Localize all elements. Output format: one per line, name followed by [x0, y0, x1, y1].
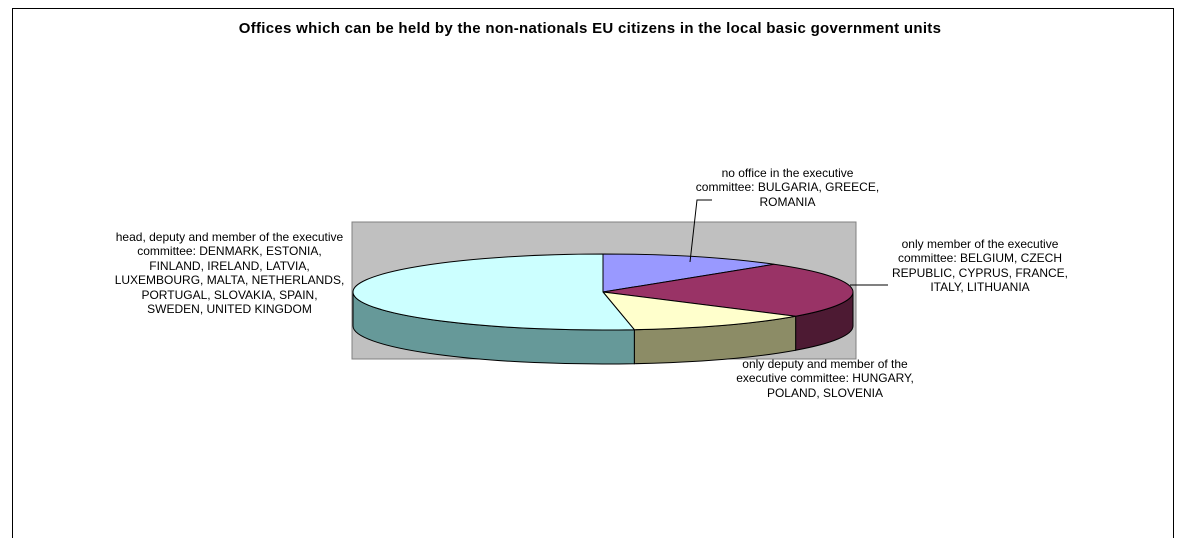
pie-slice-no-office — [602, 253, 775, 293]
label-no-office: no office in the executive committee: BU… — [695, 166, 880, 209]
label-only-deputy: only deputy and member of the executive … — [736, 357, 914, 400]
chart-title: Offices which can be held by the non-nat… — [238, 20, 942, 37]
leader-line-none — [689, 199, 712, 263]
pie-slice-only-deputy — [601, 291, 796, 331]
pie-slice-head-deputy — [352, 253, 636, 331]
label-head-deputy: head, deputy and member of the executive… — [114, 230, 345, 317]
chart-frame — [12, 8, 1174, 538]
label-only-member: only member of the executive committee: … — [891, 237, 1069, 295]
pie-slice-only-member — [602, 263, 854, 317]
